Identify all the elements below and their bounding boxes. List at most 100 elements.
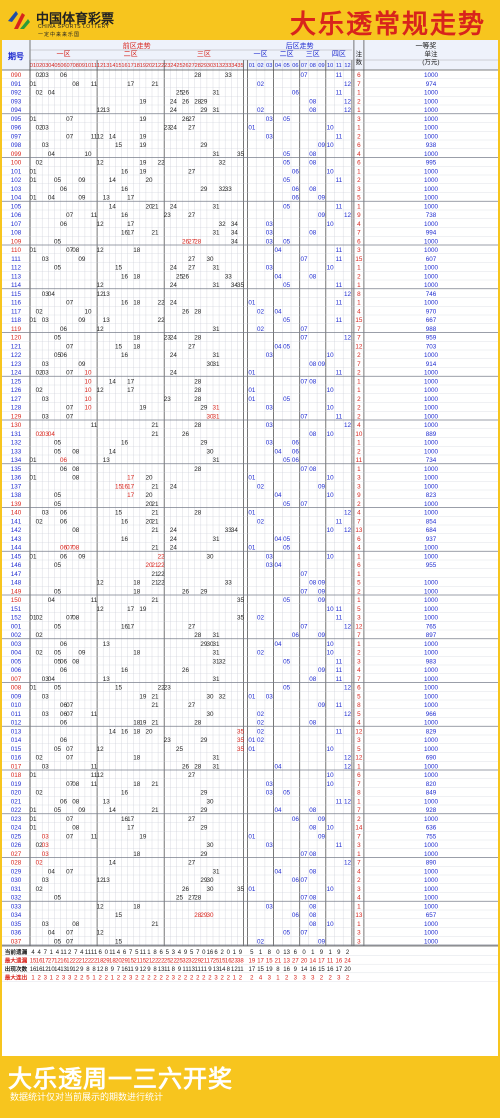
front-ball-028-14: 14 (109, 860, 117, 867)
issue-096: 096 (11, 125, 22, 132)
front-ball-110-07: 07 (66, 247, 74, 254)
back-ball-148-08: 08 (309, 580, 317, 587)
back-ball-022-04: 04 (274, 807, 282, 814)
front-ball-026-03: 03 (42, 842, 50, 849)
front-ball-024-01: 01 (30, 825, 38, 832)
front-ball-120-28: 28 (194, 335, 202, 342)
front-ball-150-11: 11 (91, 597, 98, 604)
front-ball-005-06: 06 (60, 658, 68, 665)
back-ball-013-02: 02 (257, 728, 265, 735)
front-ball-102-14: 14 (109, 177, 117, 184)
stat-1-front-32: 15 (219, 958, 226, 964)
front-ball-144-24: 24 (170, 545, 178, 552)
front-ball-136-08: 08 (72, 475, 80, 482)
front-ball-142-21: 21 (152, 527, 160, 534)
stat-0-front-15: 4 (117, 950, 121, 956)
front-ball-091-08: 08 (72, 81, 80, 88)
stat-0-back-4: 0 (276, 950, 280, 956)
back-ball-031-01: 01 (248, 886, 256, 893)
front-ball-113-25: 25 (176, 273, 184, 280)
stat-3-back-7: 3 (302, 976, 306, 982)
issue-090: 090 (11, 72, 22, 79)
back-ball-120-12: 12 (344, 335, 352, 342)
amount-018: 1000 (424, 772, 439, 779)
front-ball-122-06: 06 (60, 352, 68, 359)
front-ball-011-07: 07 (66, 711, 74, 718)
front-ball-094-24: 24 (170, 107, 178, 114)
issue-104: 104 (11, 195, 22, 202)
stat-0-front-19: 11 (140, 950, 147, 956)
stat-1-front-24: 22 (170, 958, 177, 964)
notes-025: 7 (357, 833, 361, 840)
stat-1-front-19: 15 (140, 958, 147, 964)
front-ball-092-26: 26 (182, 90, 190, 97)
amount-133: 1000 (424, 448, 439, 455)
back-col-07: 07 (301, 63, 307, 69)
stat-0-back-2: 1 (259, 950, 263, 956)
stat-2-front-2: 16 (36, 967, 43, 973)
front-ball-009-32: 32 (219, 693, 227, 700)
front-ball-035-21: 21 (152, 921, 160, 928)
stat-2-front-16: 16 (121, 967, 128, 973)
back-ball-032-07: 07 (301, 895, 309, 902)
back-ball-141-02: 02 (257, 518, 265, 525)
notes-036: 3 (357, 930, 361, 937)
back-ball-128-10: 10 (327, 405, 335, 412)
front-ball-115-13: 13 (103, 291, 111, 298)
front-ball-108-21: 21 (152, 230, 160, 237)
front-ball-118-22: 22 (158, 317, 166, 324)
notes-013: 12 (355, 728, 363, 735)
stat-2-front-4: 10 (48, 967, 55, 973)
front-ball-129-03: 03 (42, 413, 50, 420)
stat-2-front-22: 13 (158, 967, 165, 973)
front-ball-135-28: 28 (194, 466, 202, 473)
front-ball-022-01: 01 (30, 807, 38, 814)
front-ball-090-06: 06 (60, 72, 68, 79)
front-ball-023-17: 17 (127, 816, 135, 823)
back-ball-146-03: 03 (266, 562, 274, 569)
issue-147: 147 (11, 571, 22, 578)
front-ball-110-18: 18 (133, 247, 141, 254)
front-ball-100-22: 22 (158, 160, 166, 167)
stat-0-back-8: 1 (311, 950, 315, 956)
notes-031: 3 (357, 886, 361, 893)
front-ball-026-02: 02 (36, 842, 44, 849)
front-ball-037-15: 15 (115, 938, 123, 945)
issue-007: 007 (11, 676, 22, 683)
front-ball-013-20: 20 (145, 728, 153, 735)
back-ball-102-05: 05 (283, 177, 291, 184)
front-ball-120-24: 24 (170, 335, 178, 342)
front-ball-034-29: 29 (200, 912, 208, 919)
back-ball-111-11: 11 (336, 256, 343, 263)
front-ball-036-04: 04 (48, 930, 56, 937)
front-ball-135-06: 06 (60, 466, 68, 473)
front-ball-014-23: 23 (164, 737, 172, 744)
back-ball-111-07: 07 (301, 256, 309, 263)
front-ball-028-27: 27 (188, 860, 196, 867)
front-ball-150-35: 35 (237, 597, 245, 604)
back-ball-013-11: 11 (336, 728, 343, 735)
front-ball-152-08: 08 (72, 615, 80, 622)
stat-1-front-29: 21 (201, 958, 208, 964)
amount-005: 983 (426, 658, 437, 665)
back-ball-112-03: 03 (266, 265, 274, 272)
front-ball-035-08: 08 (72, 921, 80, 928)
front-ball-129-30: 30 (206, 413, 214, 420)
front-col-06: 06 (60, 63, 66, 69)
front-ball-098-15: 15 (115, 142, 123, 149)
issue-095: 095 (11, 116, 22, 123)
front-ball-108-17: 17 (127, 230, 135, 237)
issue-012: 012 (11, 720, 22, 727)
issue-140: 140 (11, 510, 22, 517)
stat-0-front-30: 16 (207, 950, 214, 956)
front-ball-115-12: 12 (97, 291, 105, 298)
front-ball-145-22: 22 (158, 553, 166, 560)
front-ball-132-29: 29 (200, 440, 208, 447)
front-ball-146-05: 05 (54, 562, 62, 569)
stat-3-back-1: 2 (250, 976, 254, 982)
stat-3-front-26: 2 (184, 976, 188, 982)
back-col-03: 03 (266, 63, 272, 69)
front-ball-003-29: 29 (200, 641, 208, 648)
front-ball-103-29: 29 (200, 186, 208, 193)
front-ball-134-31: 31 (213, 457, 221, 464)
